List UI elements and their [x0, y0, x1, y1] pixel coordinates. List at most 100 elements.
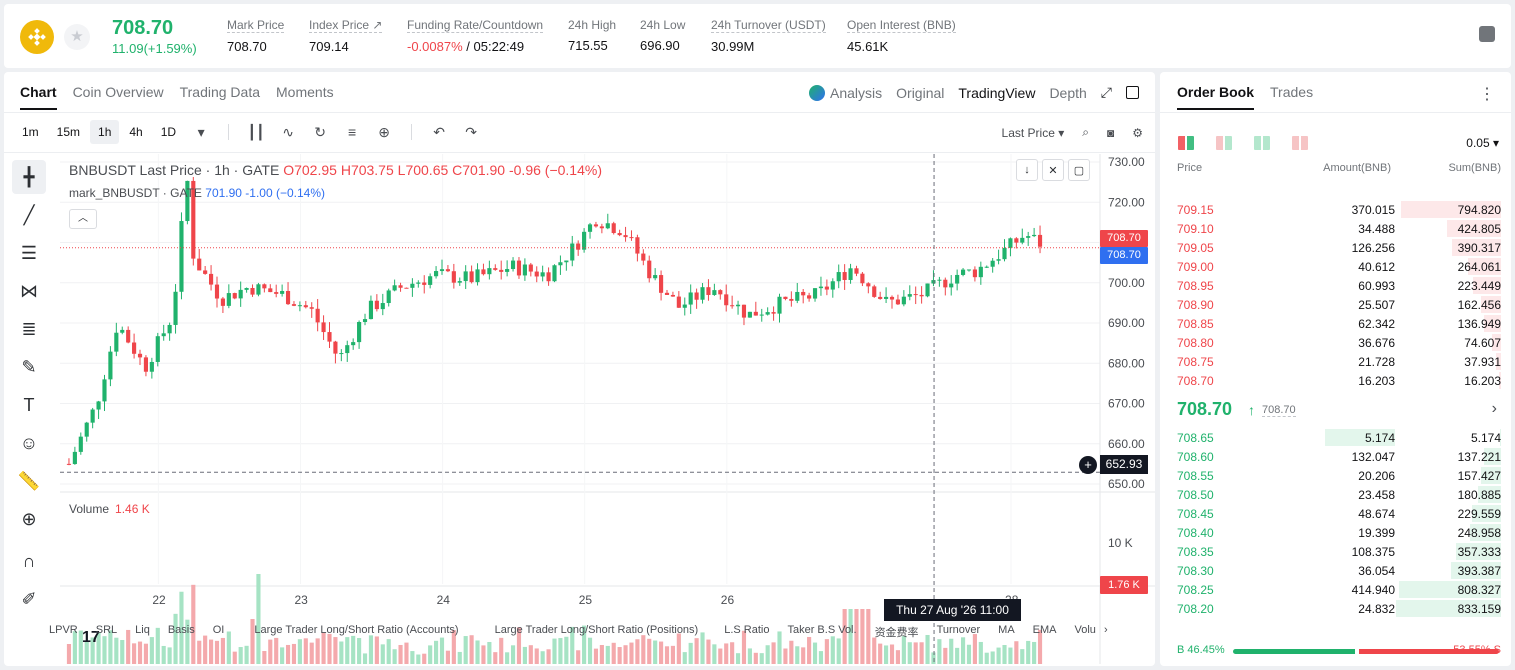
add-alert-icon[interactable]: ⊕ [378, 123, 390, 140]
tab-tradingview[interactable]: TradingView [958, 84, 1036, 101]
brush-icon[interactable]: ✎ [21, 356, 37, 377]
tab-original[interactable]: Original [896, 84, 945, 101]
ask-row[interactable]: 709.15 370.015 794.820 [1160, 200, 1511, 219]
replay-icon[interactable]: ↻ [314, 123, 326, 140]
zoom-in-icon[interactable]: ⊕ [21, 508, 37, 529]
indicator-item[interactable]: Turnover [936, 624, 981, 636]
ask-row[interactable]: 709.05 126.256 390.317 [1160, 238, 1511, 257]
template-icon[interactable]: ≡ [347, 124, 357, 140]
tab-chart[interactable]: Chart [20, 84, 57, 110]
camera-icon[interactable]: ◙ [1106, 125, 1115, 140]
layout-both-icon[interactable] [1178, 136, 1194, 150]
crosshair-icon[interactable]: ╋ [12, 160, 46, 194]
price-type-select[interactable]: Last Price ▾ [1001, 125, 1065, 140]
candle-body [783, 296, 788, 299]
tf-1h[interactable]: 1h [90, 120, 120, 144]
indicator-item[interactable]: EMA [1032, 624, 1057, 636]
trend-line-icon[interactable]: ╱ [23, 204, 35, 225]
tab-analysis[interactable]: Analysis [809, 84, 882, 101]
favorite-star-icon[interactable]: ★ [64, 24, 90, 50]
indicator-item[interactable]: 资金费率 [874, 627, 919, 639]
ask-row[interactable]: 708.75 21.728 37.931 [1160, 352, 1511, 371]
more-icon[interactable]: ⋮ [1479, 86, 1495, 103]
bid-row[interactable]: 708.35 108.375 357.333 [1160, 542, 1511, 561]
volume-bar [718, 648, 723, 664]
ask-row[interactable]: 708.90 25.507 162.456 [1160, 295, 1511, 314]
indicator-item[interactable]: MA [998, 624, 1015, 636]
candle-body [126, 329, 131, 343]
ask-row[interactable]: 708.85 62.342 136.949 [1160, 314, 1511, 333]
horizontal-lines-icon[interactable]: ☰ [20, 242, 38, 263]
fullscreen-icon[interactable]: ▢ [1068, 159, 1090, 181]
search-icon[interactable]: ⌕ [1082, 125, 1089, 139]
tab-depth[interactable]: Depth [1049, 84, 1087, 101]
tf-1m[interactable]: 1m [22, 125, 39, 139]
book-icon[interactable] [1479, 26, 1495, 42]
bid-row[interactable]: 708.55 20.206 157.427 [1160, 466, 1511, 485]
chevron-right-icon[interactable]: › [1491, 400, 1497, 417]
window-icon[interactable] [1126, 86, 1139, 99]
collapse-icon[interactable]: ✕ [1042, 159, 1064, 181]
candle-body [256, 284, 261, 295]
tab-order-book[interactable]: Order Book [1177, 84, 1255, 110]
emoji-icon[interactable]: ☺ [19, 432, 39, 453]
bid-row[interactable]: 708.25 414.940 808.327 [1160, 580, 1511, 599]
bid-row[interactable]: 708.20 24.832 833.159 [1160, 599, 1511, 618]
indicator-item[interactable]: SRL [95, 624, 118, 636]
bid-row[interactable]: 708.40 19.399 248.958 [1160, 523, 1511, 542]
magnet-icon[interactable]: ∩ [22, 550, 36, 571]
fib-icon[interactable]: ≣ [21, 318, 37, 339]
tab-trading-data[interactable]: Trading Data [179, 84, 261, 100]
tf-4h[interactable]: 4h [129, 125, 143, 139]
indicator-item[interactable]: Basis [167, 624, 195, 636]
tab-moments[interactable]: Moments [276, 84, 334, 100]
collapse-legend-button[interactable]: ︿ [69, 209, 97, 229]
candle-type-icon[interactable]: ┃┃ [247, 123, 265, 140]
tab-coin-overview[interactable]: Coin Overview [72, 84, 164, 100]
redo-icon[interactable]: ↷ [465, 123, 477, 140]
pattern-icon[interactable]: ⋈ [20, 280, 38, 301]
indicator-item[interactable]: Liq [135, 624, 150, 636]
candlestick-chart[interactable]: 730.00720.00710.00700.00690.00680.00670.… [60, 154, 1155, 666]
indicator-item[interactable]: Large Trader Long/Short Ratio (Positions… [494, 624, 699, 636]
tab-trades[interactable]: Trades [1270, 84, 1314, 100]
bid-amount: 48.674 [1358, 507, 1395, 521]
tf-15m[interactable]: 15m [56, 125, 81, 139]
pencil-icon[interactable]: ✐ [21, 588, 37, 609]
bid-row[interactable]: 708.30 36.054 393.387 [1160, 561, 1511, 580]
indicator-item[interactable]: Large Trader Long/Short Ratio (Accounts) [254, 624, 459, 636]
layout-both-light-icon[interactable] [1216, 136, 1232, 150]
bid-row[interactable]: 708.65 5.174 5.174 [1160, 428, 1511, 447]
precision-select[interactable]: 0.05 ▾ [1466, 136, 1499, 150]
text-icon[interactable]: T [23, 394, 35, 415]
layout-asks-icon[interactable] [1292, 136, 1308, 150]
expand-icon[interactable]: ⤢ [1100, 84, 1112, 100]
bid-row[interactable]: 708.45 48.674 229.559 [1160, 504, 1511, 523]
layout-bids-icon[interactable] [1254, 136, 1270, 150]
indicator-item[interactable]: L.S Ratio [724, 624, 770, 636]
indicators-icon[interactable]: ∿ [282, 123, 294, 140]
bid-row[interactable]: 708.50 23.458 180.885 [1160, 485, 1511, 504]
indicator-item[interactable]: LPVR [49, 624, 78, 636]
chevron-down-icon[interactable]: ▾ [197, 123, 205, 140]
gear-icon[interactable]: ⚙ [1132, 125, 1143, 140]
ask-row[interactable]: 708.70 16.203 16.203 [1160, 371, 1511, 390]
bid-price: 708.35 [1177, 545, 1214, 559]
bid-row[interactable]: 708.60 132.047 137.221 [1160, 447, 1511, 466]
add-order-icon[interactable]: + [1079, 456, 1097, 474]
ask-row[interactable]: 708.80 36.676 74.607 [1160, 333, 1511, 352]
tf-1d[interactable]: 1D [160, 125, 177, 139]
indicator-item[interactable]: OI [212, 624, 225, 636]
indicator-item[interactable]: Volu [1074, 624, 1096, 636]
undo-icon[interactable]: ↶ [433, 123, 445, 140]
indicator-item[interactable]: Taker B.S Vol. [787, 624, 857, 636]
stat-index-price[interactable]: Index Price ↗ 709.14 [309, 18, 383, 54]
ask-row[interactable]: 708.95 60.993 223.449 [1160, 276, 1511, 295]
volume-bar [901, 636, 906, 664]
chevron-right-icon[interactable]: › [1103, 624, 1108, 636]
ruler-icon[interactable]: 📏 [17, 470, 41, 491]
ask-row[interactable]: 709.00 40.612 264.061 [1160, 257, 1511, 276]
ask-row[interactable]: 709.10 34.488 424.805 [1160, 219, 1511, 238]
arrow-down-icon[interactable]: ↓ [1016, 159, 1038, 181]
volume-bar [570, 626, 575, 664]
